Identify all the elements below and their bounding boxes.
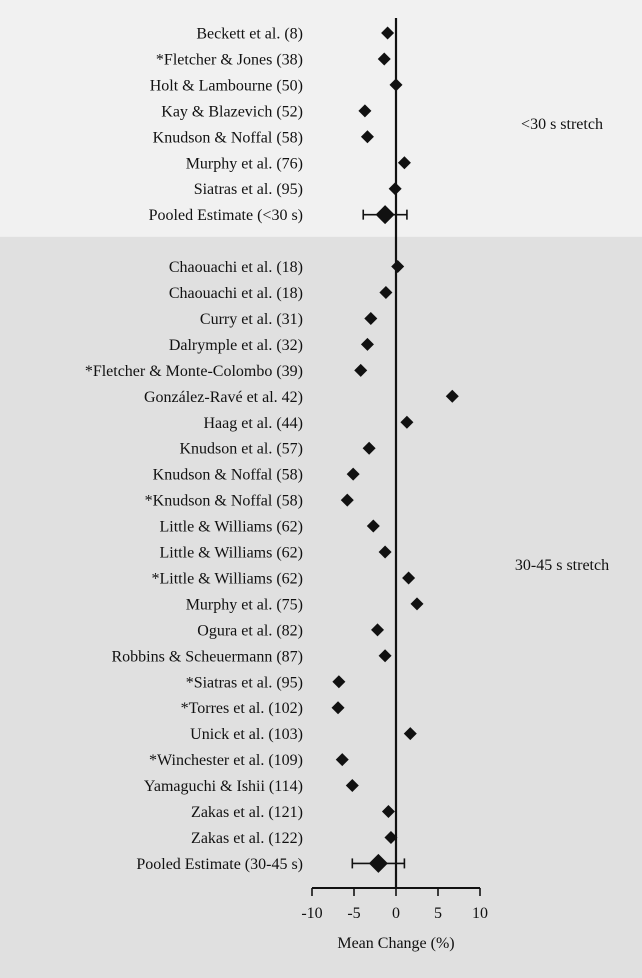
study-label: Knudson et al. (57) — [179, 441, 303, 458]
study-label: Zakas et al. (121) — [191, 804, 303, 821]
study-marker — [400, 415, 414, 429]
x-tick-label: 0 — [392, 905, 400, 922]
pooled-label: Pooled Estimate (<30 s) — [149, 207, 303, 224]
study-marker — [354, 363, 368, 377]
x-tick-label: 5 — [434, 905, 442, 922]
study-marker — [378, 545, 392, 559]
study-label: Chaouachi et al. (18) — [169, 285, 303, 302]
study-marker — [332, 675, 346, 689]
study-marker — [381, 805, 395, 818]
study-label: *Winchester et al. (109) — [149, 752, 303, 769]
study-marker — [371, 623, 385, 637]
x-tick-label: -10 — [301, 905, 322, 922]
x-tick-label: -5 — [347, 905, 360, 922]
study-label: Knudson & Noffal (58) — [153, 467, 303, 484]
group-background-short — [0, 0, 642, 237]
study-label: Curry et al. (31) — [200, 311, 303, 328]
study-label: *Fletcher & Jones (38) — [156, 51, 303, 68]
study-marker — [377, 52, 391, 66]
study-marker — [366, 519, 380, 533]
study-marker — [340, 493, 354, 507]
study-marker — [346, 467, 360, 481]
study-label: Little & Williams (62) — [160, 519, 303, 536]
pooled-label: Pooled Estimate (30-45 s) — [136, 856, 303, 873]
group-background-long — [0, 236, 642, 978]
study-label: Ogura et al. (82) — [197, 622, 303, 639]
study-marker — [384, 830, 398, 844]
study-label: Unick et al. (103) — [190, 726, 303, 743]
study-label: Holt & Lambourne (50) — [150, 77, 303, 94]
study-label: *Fletcher & Monte-Colombo (39) — [85, 363, 303, 380]
study-label: Robbins & Scheuermann (87) — [111, 648, 303, 665]
study-marker — [397, 156, 411, 170]
study-label: González-Ravé et al. 42) — [144, 389, 303, 406]
study-marker — [331, 701, 345, 715]
study-label: Dalrymple et al. (32) — [169, 337, 303, 354]
study-label: *Little & Williams (62) — [152, 570, 303, 587]
study-label: Little & Williams (62) — [160, 545, 303, 562]
study-marker — [402, 571, 416, 585]
study-marker — [360, 337, 374, 351]
study-marker — [335, 753, 349, 767]
study-label: Haag et al. (44) — [203, 415, 303, 432]
study-label: Beckett et al. (8) — [196, 26, 303, 43]
group-label: <30 s stretch — [521, 116, 603, 133]
group-label: 30-45 s stretch — [515, 557, 609, 574]
study-label: Zakas et al. (122) — [191, 830, 303, 847]
study-marker — [445, 389, 459, 403]
pooled-marker — [375, 205, 395, 225]
study-marker — [345, 779, 359, 793]
study-marker — [378, 649, 392, 663]
x-tick-label: 10 — [472, 905, 488, 922]
study-marker — [360, 130, 374, 144]
study-marker — [358, 104, 372, 118]
study-marker — [381, 26, 395, 40]
study-label: Knudson & Noffal (58) — [153, 129, 303, 146]
study-label: Murphy et al. (75) — [186, 596, 303, 613]
x-axis-label: Mean Change (%) — [337, 935, 454, 952]
study-label: *Torres et al. (102) — [181, 700, 303, 717]
study-marker — [391, 260, 405, 274]
study-label: Kay & Blazevich (52) — [161, 103, 303, 120]
study-marker — [403, 727, 417, 741]
study-marker — [362, 441, 376, 455]
study-marker — [364, 311, 378, 325]
study-marker — [410, 597, 424, 611]
study-label: Chaouachi et al. (18) — [169, 259, 303, 276]
study-label: Murphy et al. (76) — [186, 155, 303, 172]
study-marker — [379, 286, 393, 299]
study-label: Siatras et al. (95) — [194, 181, 303, 198]
study-label: Yamaguchi & Ishii (114) — [144, 778, 303, 795]
pooled-marker — [368, 853, 388, 873]
study-label: *Knudson & Noffal (58) — [145, 493, 303, 510]
study-label: *Siatras et al. (95) — [186, 674, 303, 691]
